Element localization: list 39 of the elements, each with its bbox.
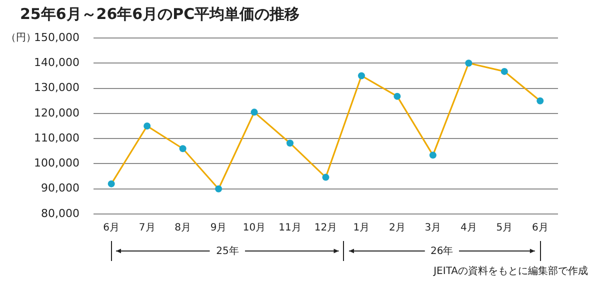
y-tick-label: 80,000 (40, 206, 80, 220)
text: JEITAの資料をもとに編集部で作成 (434, 264, 588, 278)
y-axis-title: （円） (6, 32, 36, 44)
point (322, 174, 330, 181)
x-tick-label: 6月 (532, 222, 548, 234)
y-tick-label: 130,000 (34, 81, 80, 94)
point (429, 152, 436, 159)
x-tick-label: 10月 (242, 222, 266, 234)
x-tick-label: 1月 (353, 222, 370, 234)
text: 25年 (216, 245, 239, 258)
x-tick-label: 4月 (460, 222, 477, 234)
y-tick-label: 110,000 (34, 131, 80, 144)
point (250, 108, 258, 116)
x-tick-label: 5月 (496, 222, 513, 234)
point (465, 60, 472, 67)
point (179, 145, 186, 152)
x-tick-label: 11月 (278, 222, 302, 234)
x-tick-label: 8月 (174, 222, 192, 234)
point (144, 122, 151, 130)
x-tick-label: 7月 (138, 222, 156, 234)
x-tick-label: 3月 (424, 222, 442, 234)
point (358, 72, 365, 80)
point (394, 92, 401, 100)
x-tick-label: 12月 (314, 222, 338, 234)
point (286, 140, 294, 147)
y-tick-label: 120,000 (34, 106, 80, 120)
point (108, 180, 115, 188)
point (500, 68, 508, 75)
y-tick-label: 140,000 (34, 56, 80, 69)
y-tick-label: 150,000 (34, 30, 80, 44)
y-tick-label: 100,000 (34, 156, 80, 170)
point (215, 185, 222, 192)
point (536, 97, 544, 104)
x-tick-label: 6月 (103, 222, 120, 234)
x-tick-label: 9月 (210, 222, 227, 234)
x-tick-label: 2月 (389, 222, 406, 234)
chart-title: 25年6月～26年6月のPC平均単価の推移 (20, 4, 300, 23)
y-tick-label: 90,000 (40, 182, 80, 195)
text: 26年 (430, 245, 454, 258)
